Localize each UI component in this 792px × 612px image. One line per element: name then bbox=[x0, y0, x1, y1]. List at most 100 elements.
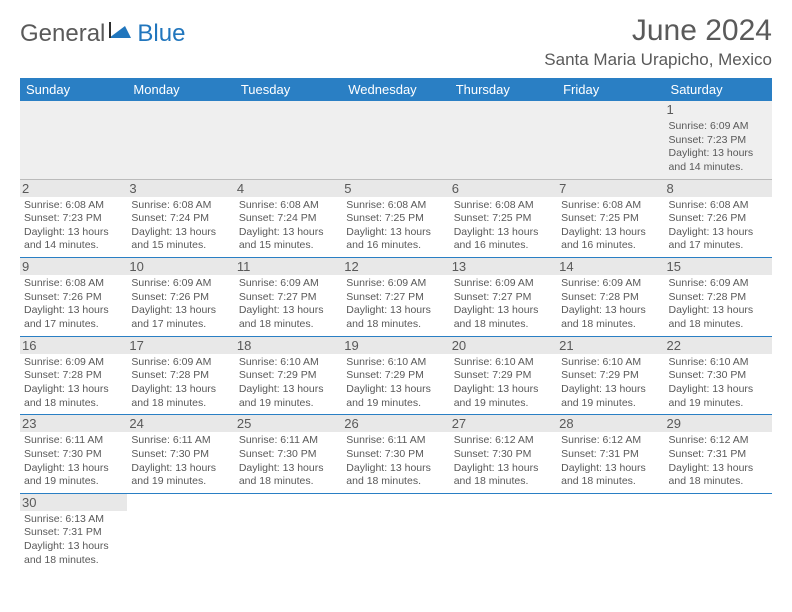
logo-text-general: General bbox=[20, 20, 105, 48]
calendar-day: 4Sunrise: 6:08 AMSunset: 7:24 PMDaylight… bbox=[235, 179, 342, 258]
weekday-header: Wednesday bbox=[342, 78, 449, 101]
calendar-day: 30 Sunrise: 6:13 AMSunset: 7:31 PMDayligh… bbox=[20, 493, 127, 571]
day-number: 24 bbox=[127, 415, 234, 432]
day-number: 3 bbox=[127, 180, 234, 197]
day-info: Sunrise: 6:09 AMSunset: 7:28 PMDaylight:… bbox=[24, 356, 123, 411]
day-number: 19 bbox=[342, 337, 449, 354]
weekday-header: Saturday bbox=[665, 78, 772, 101]
day-info: Sunrise: 6:09 AMSunset: 7:27 PMDaylight:… bbox=[346, 277, 445, 332]
day-number: 15 bbox=[665, 258, 772, 275]
calendar-day: 8 Sunrise: 6:08 AMSunset: 7:26 PMDaylight… bbox=[665, 179, 772, 258]
day-info: Sunrise: 6:11 AMSunset: 7:30 PMDaylight:… bbox=[131, 434, 230, 489]
day-number: 12 bbox=[342, 258, 449, 275]
calendar-day: 2Sunrise: 6:08 AMSunset: 7:23 PMDaylight… bbox=[20, 179, 127, 258]
calendar-day: 16Sunrise: 6:09 AMSunset: 7:28 PMDayligh… bbox=[20, 336, 127, 415]
calendar-day: 11 Sunrise: 6:09 AMSunset: 7:27 PMDayligh… bbox=[235, 258, 342, 337]
calendar-day: 7Sunrise: 6:08 AMSunset: 7:25 PMDaylight… bbox=[557, 179, 664, 258]
calendar-empty bbox=[557, 101, 664, 179]
day-number: 30 bbox=[20, 494, 127, 511]
weekday-header: Sunday bbox=[20, 78, 127, 101]
calendar-day: 26 Sunrise: 6:11 AMSunset: 7:30 PMDayligh… bbox=[342, 415, 449, 494]
calendar-empty bbox=[557, 493, 664, 571]
day-info: Sunrise: 6:10 AMSunset: 7:30 PMDaylight:… bbox=[669, 356, 768, 411]
day-number: 29 bbox=[665, 415, 772, 432]
day-info: Sunrise: 6:11 AMSunset: 7:30 PMDaylight:… bbox=[346, 434, 445, 489]
calendar-day: 25 Sunrise: 6:11 AMSunset: 7:30 PMDayligh… bbox=[235, 415, 342, 494]
day-number: 27 bbox=[450, 415, 557, 432]
calendar-row: 1 Sunrise: 6:09 AMSunset: 7:23 PMDaylight… bbox=[20, 101, 772, 179]
day-info: Sunrise: 6:12 AMSunset: 7:30 PMDaylight:… bbox=[454, 434, 553, 489]
day-number: 5 bbox=[342, 180, 449, 197]
calendar-empty bbox=[450, 493, 557, 571]
day-info: Sunrise: 6:08 AMSunset: 7:24 PMDaylight:… bbox=[239, 199, 338, 254]
day-number: 25 bbox=[235, 415, 342, 432]
calendar-empty bbox=[342, 493, 449, 571]
day-info: Sunrise: 6:10 AMSunset: 7:29 PMDaylight:… bbox=[346, 356, 445, 411]
day-number: 28 bbox=[557, 415, 664, 432]
day-info: Sunrise: 6:08 AMSunset: 7:25 PMDaylight:… bbox=[454, 199, 553, 254]
calendar-empty bbox=[342, 101, 449, 179]
day-info: Sunrise: 6:10 AMSunset: 7:29 PMDaylight:… bbox=[239, 356, 338, 411]
day-info: Sunrise: 6:09 AMSunset: 7:28 PMDaylight:… bbox=[131, 356, 230, 411]
day-number: 10 bbox=[127, 258, 234, 275]
day-info: Sunrise: 6:08 AMSunset: 7:26 PMDaylight:… bbox=[669, 199, 768, 254]
location: Santa Maria Urapicho, Mexico bbox=[544, 50, 772, 70]
weekday-header: Tuesday bbox=[235, 78, 342, 101]
day-info: Sunrise: 6:09 AMSunset: 7:27 PMDaylight:… bbox=[454, 277, 553, 332]
day-info: Sunrise: 6:12 AMSunset: 7:31 PMDaylight:… bbox=[669, 434, 768, 489]
calendar-day: 22 Sunrise: 6:10 AMSunset: 7:30 PMDayligh… bbox=[665, 336, 772, 415]
calendar-day: 13 Sunrise: 6:09 AMSunset: 7:27 PMDayligh… bbox=[450, 258, 557, 337]
logo: General Blue bbox=[20, 20, 185, 48]
day-number: 14 bbox=[557, 258, 664, 275]
day-number: 6 bbox=[450, 180, 557, 197]
day-info: Sunrise: 6:09 AMSunset: 7:28 PMDaylight:… bbox=[561, 277, 660, 332]
day-number: 11 bbox=[235, 258, 342, 275]
day-info: Sunrise: 6:09 AMSunset: 7:23 PMDaylight:… bbox=[669, 120, 768, 175]
calendar-day: 23Sunrise: 6:11 AMSunset: 7:30 PMDayligh… bbox=[20, 415, 127, 494]
calendar-day: 14 Sunrise: 6:09 AMSunset: 7:28 PMDayligh… bbox=[557, 258, 664, 337]
title-block: June 2024 Santa Maria Urapicho, Mexico bbox=[544, 14, 772, 70]
calendar-row: 16Sunrise: 6:09 AMSunset: 7:28 PMDayligh… bbox=[20, 336, 772, 415]
header: General Blue June 2024 Santa Maria Urapi… bbox=[20, 14, 772, 70]
day-number: 18 bbox=[235, 337, 342, 354]
day-info: Sunrise: 6:09 AMSunset: 7:27 PMDaylight:… bbox=[239, 277, 338, 332]
day-info: Sunrise: 6:08 AMSunset: 7:26 PMDaylight:… bbox=[24, 277, 123, 332]
calendar-day: 17Sunrise: 6:09 AMSunset: 7:28 PMDayligh… bbox=[127, 336, 234, 415]
day-number: 1 bbox=[665, 101, 772, 118]
calendar-empty bbox=[235, 493, 342, 571]
day-number: 13 bbox=[450, 258, 557, 275]
month-title: June 2024 bbox=[544, 14, 772, 48]
calendar-day: 12 Sunrise: 6:09 AMSunset: 7:27 PMDayligh… bbox=[342, 258, 449, 337]
calendar-day: 18 Sunrise: 6:10 AMSunset: 7:29 PMDayligh… bbox=[235, 336, 342, 415]
day-number: 2 bbox=[20, 180, 127, 197]
calendar-row: 2Sunrise: 6:08 AMSunset: 7:23 PMDaylight… bbox=[20, 179, 772, 258]
calendar-table: SundayMondayTuesdayWednesdayThursdayFrid… bbox=[20, 78, 772, 571]
day-info: Sunrise: 6:10 AMSunset: 7:29 PMDaylight:… bbox=[454, 356, 553, 411]
calendar-day: 20 Sunrise: 6:10 AMSunset: 7:29 PMDayligh… bbox=[450, 336, 557, 415]
calendar-row: 23Sunrise: 6:11 AMSunset: 7:30 PMDayligh… bbox=[20, 415, 772, 494]
calendar-day: 3 Sunrise: 6:08 AMSunset: 7:24 PMDaylight… bbox=[127, 179, 234, 258]
day-number: 8 bbox=[665, 180, 772, 197]
calendar-day: 15 Sunrise: 6:09 AMSunset: 7:28 PMDayligh… bbox=[665, 258, 772, 337]
day-info: Sunrise: 6:11 AMSunset: 7:30 PMDaylight:… bbox=[239, 434, 338, 489]
day-info: Sunrise: 6:13 AMSunset: 7:31 PMDaylight:… bbox=[24, 513, 123, 568]
calendar-day: 5Sunrise: 6:08 AMSunset: 7:25 PMDaylight… bbox=[342, 179, 449, 258]
day-info: Sunrise: 6:09 AMSunset: 7:28 PMDaylight:… bbox=[669, 277, 768, 332]
day-number: 22 bbox=[665, 337, 772, 354]
calendar-day: 24 Sunrise: 6:11 AMSunset: 7:30 PMDayligh… bbox=[127, 415, 234, 494]
weekday-header-row: SundayMondayTuesdayWednesdayThursdayFrid… bbox=[20, 78, 772, 101]
calendar-day: 28Sunrise: 6:12 AMSunset: 7:31 PMDayligh… bbox=[557, 415, 664, 494]
calendar-empty bbox=[235, 101, 342, 179]
day-number: 7 bbox=[557, 180, 664, 197]
calendar-day: 27 Sunrise: 6:12 AMSunset: 7:30 PMDayligh… bbox=[450, 415, 557, 494]
calendar-empty bbox=[127, 101, 234, 179]
logo-text-blue: Blue bbox=[137, 20, 185, 48]
calendar-day: 6 Sunrise: 6:08 AMSunset: 7:25 PMDaylight… bbox=[450, 179, 557, 258]
day-number: 23 bbox=[20, 415, 127, 432]
day-number: 26 bbox=[342, 415, 449, 432]
calendar-row: 30 Sunrise: 6:13 AMSunset: 7:31 PMDayligh… bbox=[20, 493, 772, 571]
day-info: Sunrise: 6:08 AMSunset: 7:24 PMDaylight:… bbox=[131, 199, 230, 254]
day-number: 20 bbox=[450, 337, 557, 354]
weekday-header: Friday bbox=[557, 78, 664, 101]
calendar-day: 21Sunrise: 6:10 AMSunset: 7:29 PMDayligh… bbox=[557, 336, 664, 415]
